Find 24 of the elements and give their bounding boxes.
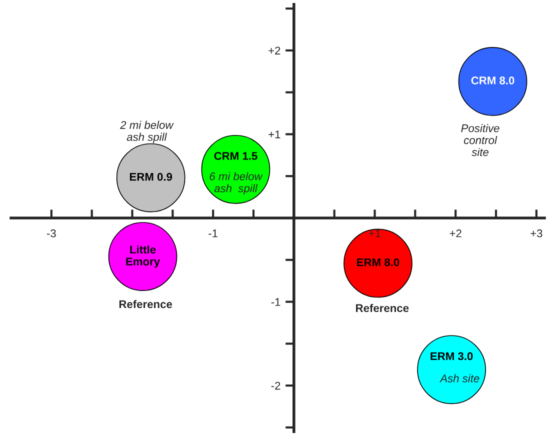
annotation: 6 mi below ash spill — [210, 172, 263, 194]
series-label: Little Emory — [126, 245, 160, 268]
annotation: Positive control site — [461, 124, 500, 156]
point — [116, 143, 186, 212]
series-label: CRM 8.0 — [471, 76, 514, 84]
point — [458, 46, 528, 116]
x-tick-label: +3 — [530, 229, 542, 238]
annotation: Reference — [356, 304, 409, 312]
x-tick-label: +1 — [368, 230, 381, 238]
series-label: ERM 3.0 — [430, 352, 473, 360]
y-tick-label: -1 — [271, 298, 280, 306]
y-tick-label: -2 — [271, 382, 280, 390]
series-label: CRM 1.5 — [214, 152, 258, 160]
point — [344, 228, 412, 298]
y-tick-label: +2 — [268, 46, 280, 54]
series-label: ERM 0.9 — [130, 172, 172, 181]
annotation: Reference — [119, 300, 172, 308]
annotation: 2 mi below ash spill — [120, 120, 174, 144]
x-tick-label: +2 — [450, 229, 462, 238]
y-tick-label: +1 — [268, 130, 280, 138]
x-tick-label: -3 — [46, 229, 56, 238]
x-tick-label: -1 — [208, 230, 218, 238]
annotation: Ash site — [440, 374, 480, 382]
series-label: ERM 8.0 — [357, 258, 400, 266]
